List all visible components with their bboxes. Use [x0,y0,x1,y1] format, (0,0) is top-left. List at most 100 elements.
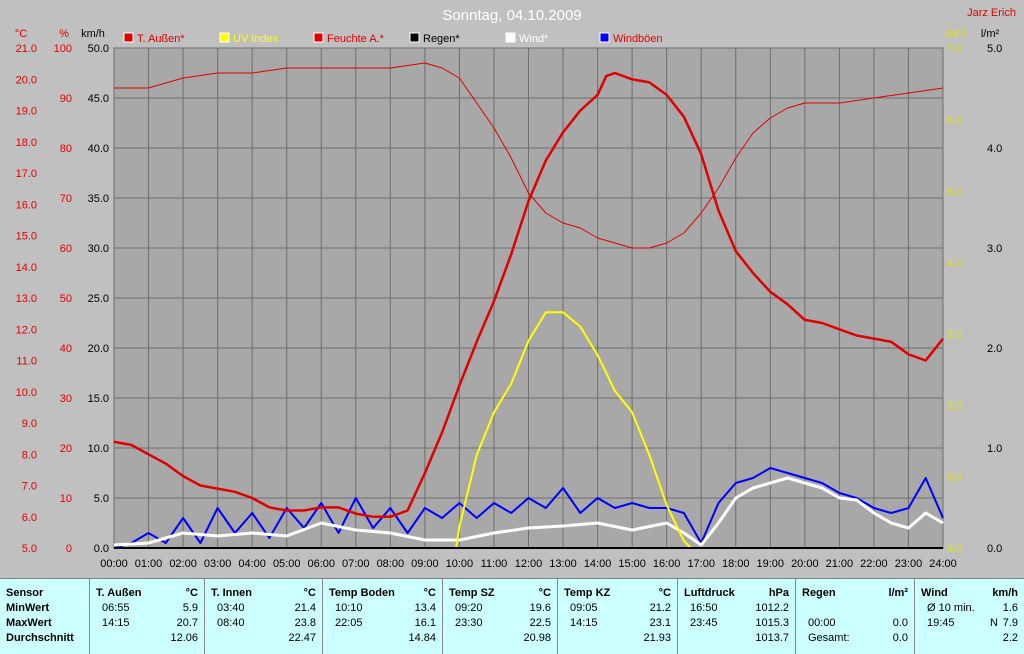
series-line [114,62,944,249]
humidity-axis-unit: % [59,28,69,40]
stats-section-title: T. Innen [211,587,252,599]
stats-cell-value: 20.7 [176,617,198,629]
humidity-tick-label: 80 [60,143,72,155]
legend-label: Feuchte A.* [327,33,385,45]
temp-axis-unit: °C [15,28,27,40]
series-line [113,71,944,519]
legend-label: UV Index [233,33,279,45]
stats-cell-value: 21.4 [294,602,316,614]
stats-cell-value: 23.8 [294,617,316,629]
series-line [114,311,943,549]
stats-section-title: Luftdruck [684,587,735,599]
stats-section-title: Wind [921,587,948,599]
stats-section-title: Temp Boden [329,587,395,599]
stats-cell-label: 09:20 [455,602,483,614]
rain-axis-unit: l/m² [981,28,1000,40]
wind-tick-label: 15.0 [88,393,109,405]
uv-tick-label: 5.0 [947,186,962,198]
stats-cell-label: 06:55 [102,602,130,614]
stats-cell-label: 23:45 [690,617,718,629]
stats-cell-value: 1.6 [1002,602,1018,614]
temp-tick-label: 5.0 [22,543,37,555]
rain-tick-label: 3.0 [987,243,1002,255]
time-tick-label: 13:00 [549,558,577,570]
chart-author: Jarz Erich [967,7,1016,19]
wind-tick-label: 5.0 [94,493,109,505]
uv-tick-label: 3.0 [947,329,962,341]
time-tick-label: 02:00 [169,558,197,570]
temp-tick-label: 19.0 [16,106,37,118]
stats-section-unit: l/m² [888,587,908,599]
stats-section: Sensor MinWert MaxWert Durchschnitt [0,579,90,654]
temp-tick-label: 7.0 [22,481,37,493]
humidity-tick-label: 100 [54,43,72,55]
series-line [113,476,944,547]
uv-tick-label: 7.0 [947,43,962,55]
stats-cell-value: 19.6 [529,602,551,614]
stats-section: Temp KZ °C 09:05 21.2 14:15 23.1 21.93 [558,579,678,654]
temp-tick-label: 9.0 [22,418,37,430]
legend-swatch [123,32,134,43]
time-tick-label: 08:00 [377,558,405,570]
temp-tick-label: 12.0 [16,324,37,336]
chart-axes: °C% km/h UV-I l/m² 5.0 6.0 7.0 8.0 9.0 10.0 11.0 12… [15,28,1002,570]
humidity-tick-label: 60 [60,243,72,255]
time-tick-label: 03:00 [204,558,232,570]
stats-cell-value: 21.2 [649,602,671,614]
rain-tick-label: 5.0 [987,43,1002,55]
stats-section-unit: °C [423,587,436,599]
stats-cell-value: 22.5 [529,617,551,629]
stats-cell-label: 19:45 [927,617,955,629]
stats-cell-label: MinWert [6,602,50,614]
stats-cell-value: 13.4 [414,602,436,614]
stats-cell-value: 0.0 [892,632,908,644]
uv-tick-label: 6.0 [947,114,962,126]
uv-tick-label: 4.0 [947,257,962,269]
stats-section-title: Temp SZ [449,587,495,599]
humidity-tick-label: 70 [60,193,72,205]
stats-cell-label: Ø 10 min. [927,602,975,614]
stats-cell-direction: N [990,617,998,629]
stats-cell-label: 08:40 [217,617,245,629]
uv-axis-unit: UV-I [944,28,965,40]
stats-cell-value: 7.9 [1002,617,1018,629]
stats-cell-value: 14.84 [408,632,436,644]
stats-cell-value: 21.93 [643,632,671,644]
uv-tick-label: 2.0 [947,400,962,412]
wind-tick-label: 45.0 [88,93,109,105]
stats-section-unit: °C [538,587,551,599]
stats-cell-value: 20.98 [523,632,551,644]
temp-tick-label: 17.0 [16,168,37,180]
wind-tick-label: 10.0 [88,443,109,455]
legend-label: Wind* [519,33,549,45]
humidity-tick-label: 50 [60,293,72,305]
temp-tick-label: 20.0 [16,74,37,86]
temp-tick-label: 13.0 [16,293,37,305]
series-line [113,467,944,549]
legend-swatch [409,32,420,43]
wind-tick-label: 50.0 [88,43,109,55]
wind-tick-label: 30.0 [88,243,109,255]
time-tick-label: 17:00 [687,558,715,570]
time-tick-label: 15:00 [618,558,646,570]
temp-tick-label: 18.0 [16,137,37,149]
stats-cell-label: Gesamt: [808,632,850,644]
time-tick-label: 23:00 [895,558,923,570]
rain-tick-label: 0.0 [987,543,1002,555]
time-tick-label: 18:00 [722,558,750,570]
humidity-tick-label: 20 [60,443,72,455]
time-tick-label: 20:00 [791,558,819,570]
chart-legend: T. Außen* UV Index Feuchte A.* Regen* Wind* W… [123,32,663,45]
humidity-tick-label: 10 [60,493,72,505]
temp-tick-label: 16.0 [16,199,37,211]
stats-cell-value: 12.06 [170,632,198,644]
stats-section: Regen l/m² 00:00 0.0 Gesamt: 0.0 [796,579,915,654]
legend-label: T. Außen* [137,33,185,45]
time-tick-label: 12:00 [515,558,543,570]
legend-swatch [505,32,516,43]
time-tick-label: 14:00 [584,558,612,570]
stats-section: Temp Boden °C 10:10 13.4 22:05 16.1 14.84 [323,579,443,654]
stats-cell-label: Durchschnitt [6,632,74,644]
stats-cell-value: 1012.2 [755,602,789,614]
stats-section-unit: hPa [768,587,789,599]
